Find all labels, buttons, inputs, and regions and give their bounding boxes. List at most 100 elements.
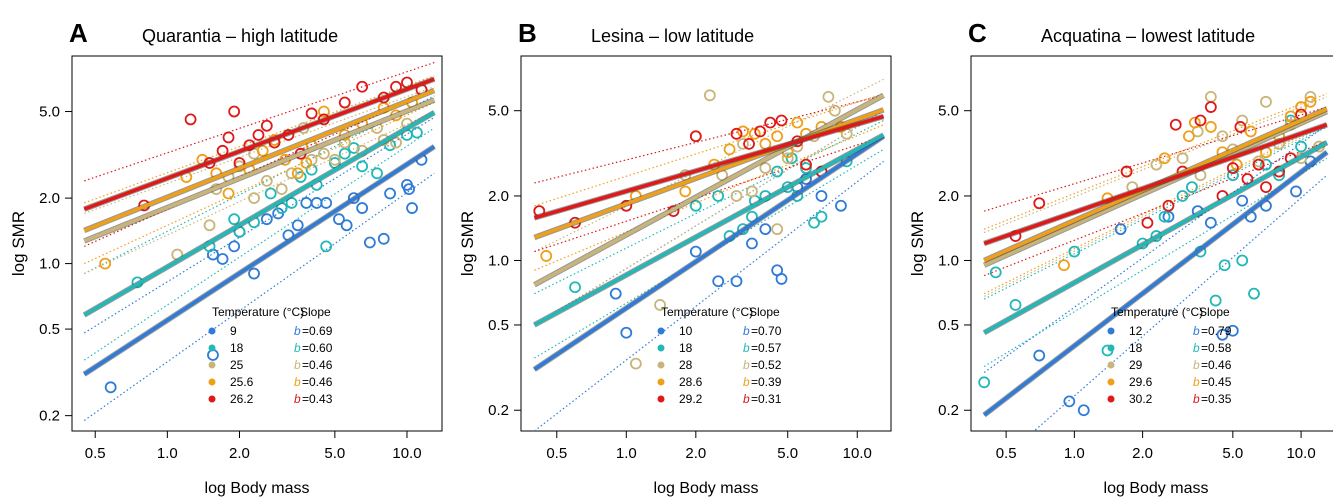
legend-temperature: 29 [1129,358,1143,372]
fit-line [533,114,885,220]
fit-line [83,77,435,211]
data-point [1176,190,1189,202]
data-point [989,266,1002,279]
data-point [207,349,219,361]
x-tick-label: 5.0 [324,445,345,462]
panel-a: A Quarantia – high latitude 0.5 1.0 2.0 5.0 10… [9,18,443,497]
legend-temperature: 25.6 [230,375,254,389]
data-point [800,158,812,171]
data-point [1252,158,1265,171]
data-point [730,190,743,202]
data-point [1077,404,1090,417]
legend-marker [208,361,216,369]
data-point [1158,210,1171,223]
data-point [1033,349,1046,362]
legend-marker [1107,378,1115,386]
legend-temperature: 28.6 [679,375,703,389]
data-point [1218,259,1231,272]
legend-temperature: 10 [679,324,693,338]
data-point [748,127,761,140]
data-point [1063,395,1076,408]
legend-slope-value: =0.43 [302,392,333,406]
x-tick-label: 5.0 [1222,445,1243,462]
legend-marker [208,344,216,352]
data-point [222,187,235,200]
legend-slope-value: =0.57 [751,341,782,355]
ci-lower-line [534,160,884,431]
data-point [264,187,277,200]
data-point [1226,162,1239,174]
data-point [338,96,351,109]
data-point [759,223,772,236]
data-point [228,213,241,226]
data-point [260,174,273,187]
ci-upper-line [84,61,435,182]
data-point [689,130,702,143]
x-tick-label: 0.5 [996,445,1017,462]
legend-marker [208,327,216,335]
data-point [411,126,423,139]
ci-lower-line [84,101,435,265]
data-point [285,167,298,180]
data-point [203,219,216,232]
plot-frame [520,55,892,432]
legend-slope-value: =0.46 [1201,358,1232,372]
data-point [737,137,749,150]
y-tick-label: 1.0 [488,252,509,269]
y-tick-label: 0.5 [39,321,60,338]
y-tick-label: 5.0 [488,103,509,120]
y-tick-label: 2.0 [938,188,959,205]
fit-line [533,134,885,371]
ci-upper-line [83,95,435,275]
data-point [228,240,241,253]
x-tick-label: 0.5 [85,445,106,462]
legend-temperature: 12 [1129,324,1143,338]
data-point [775,114,788,127]
fit-line [83,98,435,243]
data-point [1260,158,1272,171]
data-point [328,153,341,166]
y-axis-label: log SMR [908,211,927,276]
legend-marker [657,344,665,352]
legend-marker [657,361,665,369]
data-point [800,162,812,174]
legend-b-symbol: b [743,358,750,372]
data-point [730,127,743,140]
ci-lower-line [1033,174,1328,431]
y-axis-label: log SMR [458,211,477,276]
data-point [333,213,345,226]
data-point [1009,299,1022,311]
data-point [785,152,798,165]
legend-b-symbol: b [294,392,301,406]
data-point [689,245,702,258]
legend-slope-value: =0.39 [751,375,782,389]
ci-lower-line [534,124,884,271]
data-point [356,202,369,214]
data-point [781,152,794,165]
data-point [629,357,642,370]
legend-slope-value: =0.46 [302,375,333,389]
data-point [275,183,288,195]
data-point [403,183,415,195]
legend-slope-value: =0.52 [751,358,782,372]
data-point [291,219,304,232]
data-point [1204,121,1217,133]
legend-header-temperature: Temperature (°C) [212,305,304,319]
legend-marker [657,395,665,403]
data-point [363,236,376,249]
fit-line [83,110,436,317]
data-point [260,119,273,132]
data-point [791,116,804,129]
data-point [759,162,772,174]
panel-title: Lesina – low latitude [591,26,754,46]
data-point [228,105,241,118]
x-tick-label: 5.0 [777,445,798,462]
x-axis-label: log Body mass [1104,480,1209,497]
ci-upper-line [534,93,884,207]
plot-frame [71,55,443,432]
legend-marker [1107,361,1115,369]
data-point [822,90,835,103]
fit-line [533,93,885,287]
legend-slope-value: =0.58 [1201,341,1232,355]
